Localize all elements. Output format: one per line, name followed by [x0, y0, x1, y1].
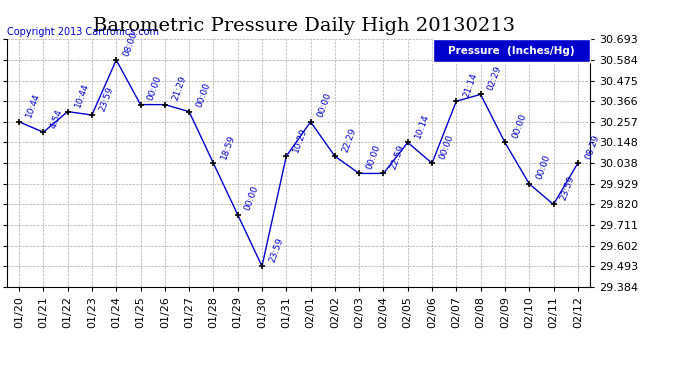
Text: 10:29: 10:29 [292, 126, 309, 153]
Text: 23:59: 23:59 [97, 85, 115, 112]
Text: 10:14: 10:14 [413, 112, 431, 140]
Text: 00:00: 00:00 [511, 112, 528, 140]
Text: 02:29: 02:29 [486, 64, 504, 92]
Text: 00:00: 00:00 [535, 154, 552, 181]
Text: 00:00: 00:00 [195, 81, 212, 109]
Text: 08:00: 08:00 [121, 30, 139, 57]
Text: 00:00: 00:00 [365, 143, 382, 171]
Text: 00:00: 00:00 [437, 133, 455, 160]
Text: 21:14: 21:14 [462, 71, 479, 98]
Text: 10:44: 10:44 [73, 82, 90, 109]
Text: 23:59: 23:59 [559, 174, 576, 202]
Text: Barometric Pressure Daily High 20130213: Barometric Pressure Daily High 20130213 [92, 17, 515, 35]
Text: 23:59: 23:59 [268, 236, 285, 264]
Text: 00:00: 00:00 [146, 74, 164, 102]
Text: 18:59: 18:59 [219, 133, 236, 160]
Text: 21:29: 21:29 [170, 75, 188, 102]
Text: 22:59: 22:59 [389, 144, 406, 171]
Text: Copyright 2013 Cartronics.com: Copyright 2013 Cartronics.com [7, 27, 159, 37]
Text: 10:44: 10:44 [25, 92, 42, 119]
Text: 00:00: 00:00 [316, 92, 333, 119]
Text: 08:29: 08:29 [583, 133, 600, 160]
Text: 00:00: 00:00 [244, 184, 261, 212]
Text: 22:29: 22:29 [340, 126, 357, 153]
Text: 4:54: 4:54 [49, 108, 64, 129]
